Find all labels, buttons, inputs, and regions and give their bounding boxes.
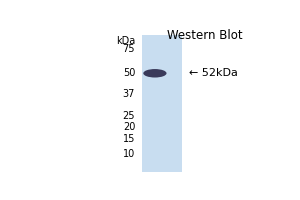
Ellipse shape [143, 69, 167, 78]
Text: ← 52kDa: ← 52kDa [189, 68, 238, 78]
Text: 50: 50 [123, 68, 135, 78]
Text: 25: 25 [123, 111, 135, 121]
Text: 37: 37 [123, 89, 135, 99]
Text: 15: 15 [123, 134, 135, 144]
Text: 20: 20 [123, 122, 135, 132]
Text: kDa: kDa [116, 36, 135, 46]
Text: 10: 10 [123, 149, 135, 159]
Bar [142, 35, 182, 172]
Text: 75: 75 [123, 44, 135, 54]
Text: Western Blot: Western Blot [167, 29, 243, 42]
